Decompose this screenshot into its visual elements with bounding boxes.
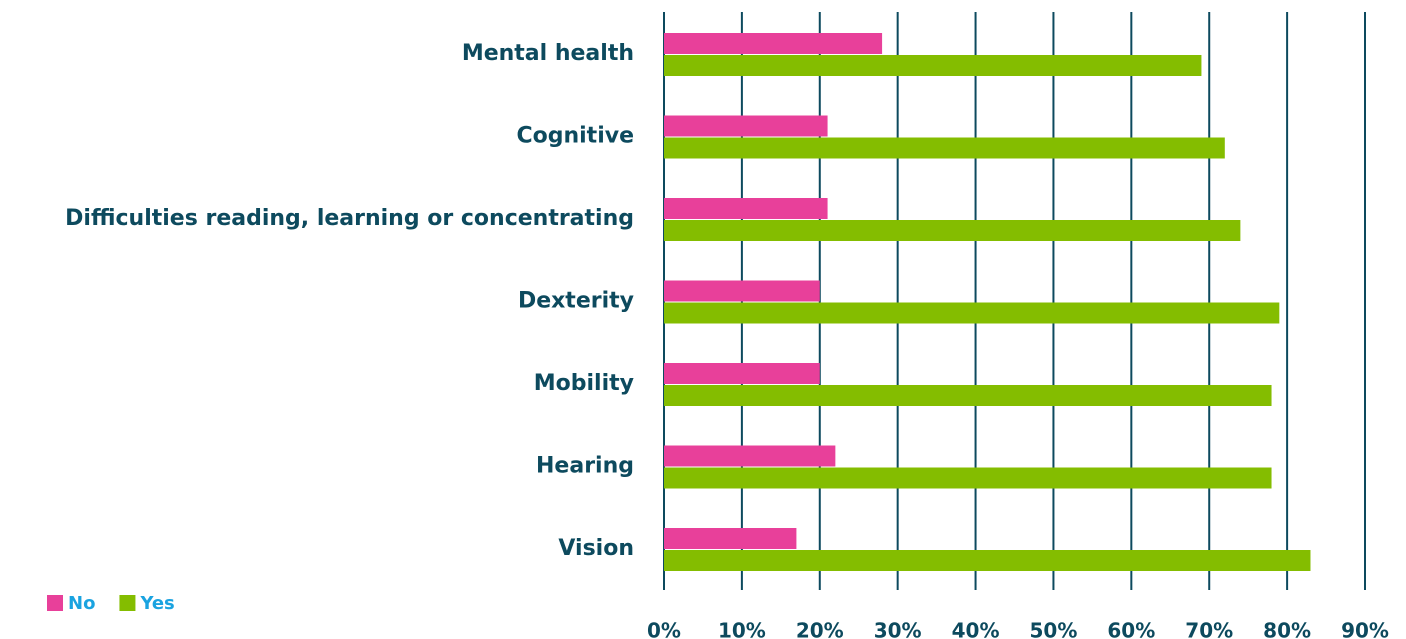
bar [664,445,836,467]
x-tick-label: 0% [647,619,681,639]
y-tick-label: Hearing [536,454,634,479]
x-tick-label: 90% [1341,619,1389,639]
x-tick-label: 40% [952,619,1000,639]
bar [664,302,1280,324]
y-tick-label: Mental health [462,41,634,66]
bar [664,467,1272,489]
x-tick-label: 30% [874,619,922,639]
y-tick-label: Dexterity [518,289,634,314]
x-tick-label: 80% [1263,619,1311,639]
bar [664,385,1272,406]
legend-swatch [47,595,63,611]
bar [664,363,820,384]
legend-label: No [68,593,95,614]
bar [664,137,1225,159]
x-tick-label: 70% [1185,619,1233,639]
y-tick-label: Cognitive [516,124,634,149]
bar [664,55,1202,76]
bar [664,550,1311,571]
bar [664,528,797,549]
bar [664,280,820,302]
legend-swatch [119,595,136,611]
bar [664,115,828,137]
bar [664,198,828,219]
bar [664,33,883,54]
y-tick-label: Difficulties reading, learning or concen… [65,206,634,231]
y-tick-label: Vision [558,536,634,561]
y-tick-label: Mobility [534,371,634,396]
x-tick-label: 50% [1030,619,1078,639]
x-tick-label: 20% [796,619,844,639]
bar [664,220,1241,241]
legend-label: Yes [139,593,174,614]
x-tick-label: 10% [718,619,766,639]
x-tick-label: 60% [1107,619,1155,639]
